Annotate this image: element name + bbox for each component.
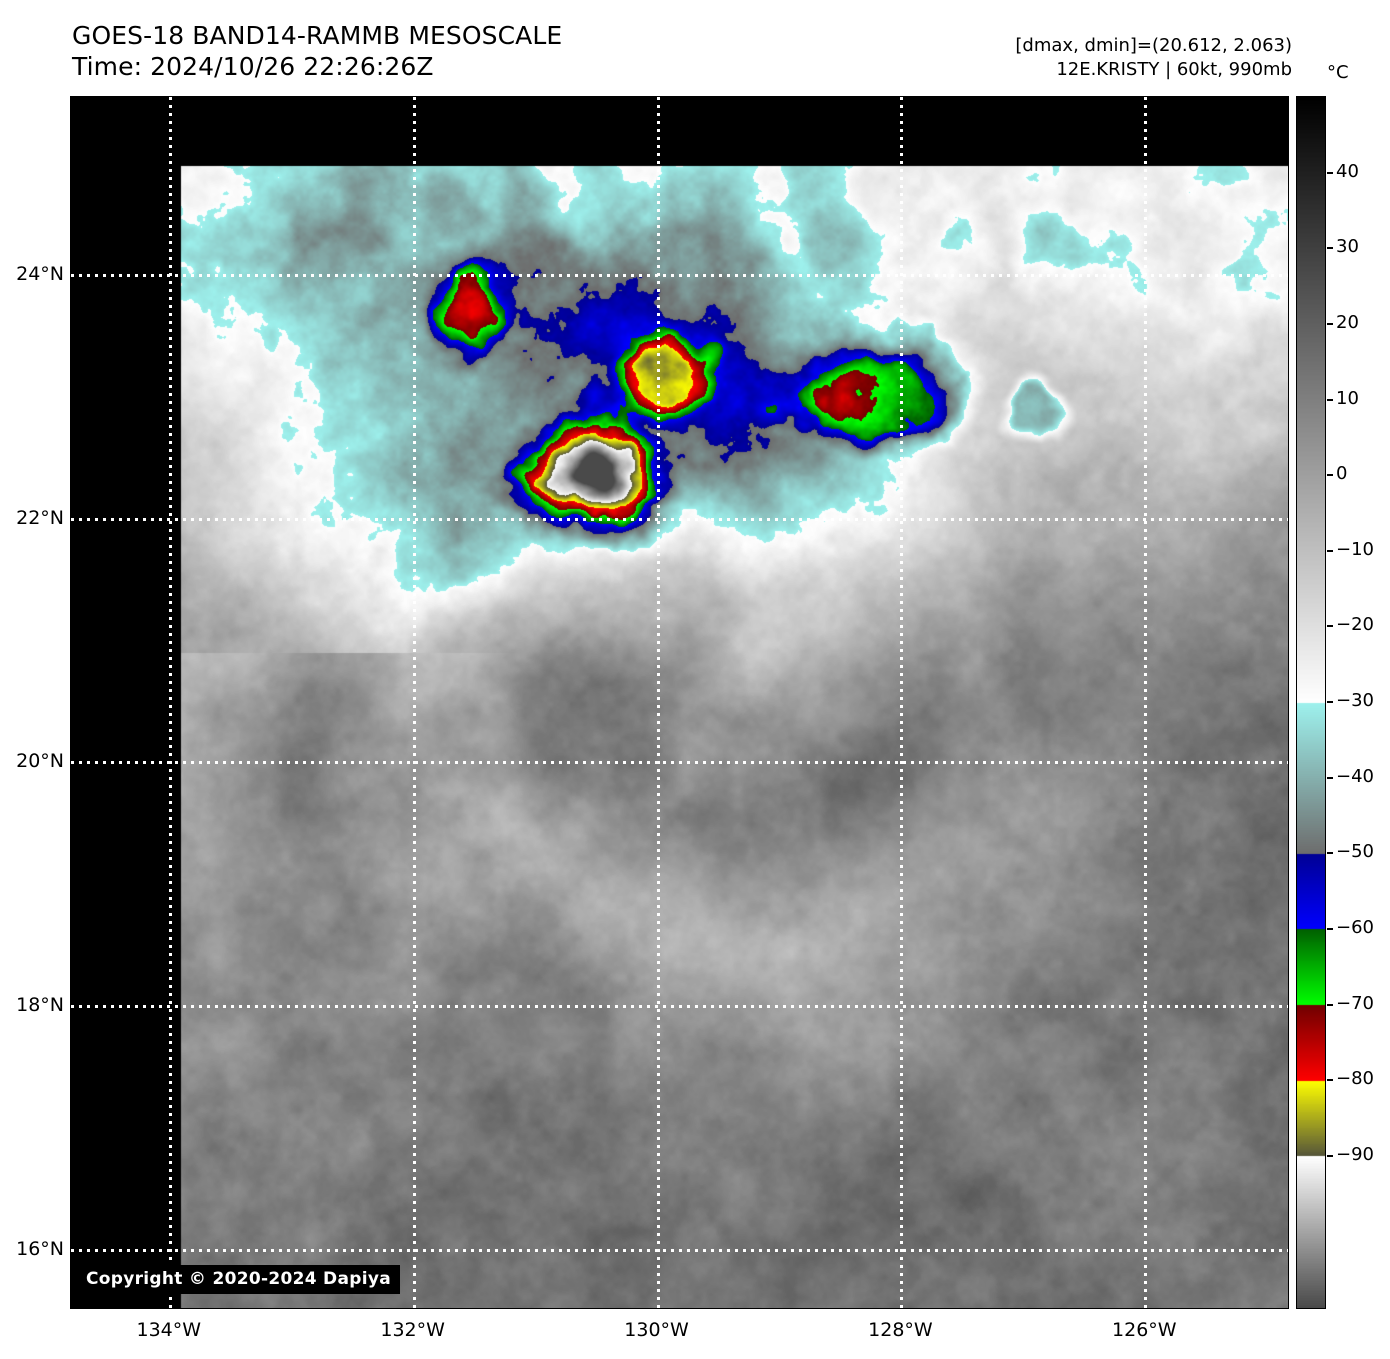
- colorbar-tick-label: 30: [1336, 236, 1359, 258]
- metadata-block: [dmax, dmin]=(20.612, 2.063) 12E.KRISTY …: [1015, 34, 1292, 82]
- colorbar-tick-label: 20: [1336, 311, 1359, 333]
- colorbar-tick: [1327, 1079, 1333, 1082]
- colorbar-tick-label: −90: [1336, 1143, 1374, 1165]
- colorbar-tick: [1327, 171, 1333, 174]
- colorbar-tick-label: 40: [1336, 160, 1359, 182]
- storm-info-text: 12E.KRISTY | 60kt, 990mb: [1056, 59, 1292, 80]
- colorbar-tick-label: −70: [1336, 992, 1374, 1014]
- colorbar-tick: [1327, 1154, 1333, 1157]
- lat-tick-label: 20°N: [16, 750, 64, 773]
- lat-tick-label: 22°N: [16, 506, 64, 529]
- colorbar-tick-label: −60: [1336, 916, 1374, 938]
- colorbar-tick: [1327, 776, 1333, 779]
- gridline-lon-3: [900, 97, 904, 1308]
- gridline-lat-3: [71, 1004, 1288, 1008]
- page-title: GOES-18 BAND14-RAMMB MESOSCALE: [72, 21, 563, 50]
- lon-tick-label: 132°W: [380, 1319, 445, 1341]
- gridline-lon-0: [168, 97, 172, 1308]
- copyright-watermark: Copyright © 2020-2024 Dapiya: [77, 1265, 400, 1294]
- lon-tick-label: 134°W: [136, 1319, 202, 1341]
- satellite-map-plot[interactable]: Copyright © 2020-2024 Dapiya: [70, 96, 1289, 1309]
- gridline-lon-1: [412, 97, 416, 1308]
- temperature-colorbar: [1296, 96, 1326, 1309]
- timestamp-line: Time: 2024/10/26 22:26:26Z: [72, 52, 434, 81]
- colorbar-tick-label: −40: [1336, 765, 1374, 787]
- colorbar-tick-label: 0: [1336, 463, 1348, 485]
- gridline-lon-2: [656, 97, 660, 1308]
- title-block: GOES-18 BAND14-RAMMB MESOSCALE Time: 202…: [72, 20, 562, 82]
- colorbar-tick: [1327, 852, 1333, 855]
- colorbar-tick-label: 10: [1336, 387, 1359, 409]
- lon-tick-label: 130°W: [624, 1319, 689, 1341]
- colorbar-tick-label: −30: [1336, 690, 1374, 711]
- colorbar-tick: [1327, 549, 1333, 552]
- colorbar-tick: [1327, 927, 1333, 930]
- gridline-lon-4: [1144, 97, 1148, 1308]
- lon-tick-label: 126°W: [1112, 1319, 1177, 1341]
- colorbar-tick: [1327, 625, 1333, 628]
- colorbar-tick: [1327, 322, 1333, 325]
- colorbar-tick-label: −20: [1336, 614, 1374, 636]
- colorbar-tick: [1327, 1003, 1333, 1006]
- colorbar-tick: [1327, 247, 1333, 250]
- colorbar-tick: [1327, 398, 1333, 401]
- lat-tick-label: 18°N: [16, 993, 64, 1016]
- lat-tick-label: 24°N: [16, 262, 64, 285]
- gridline-lat-4: [71, 1248, 1288, 1252]
- colorbar-tick-label: −50: [1336, 841, 1374, 863]
- colorbar-unit-label: °C: [1327, 62, 1349, 83]
- lat-tick-label: 16°N: [16, 1237, 64, 1260]
- infrared-satellite-image: [71, 97, 1288, 1308]
- colorbar-tick: [1327, 701, 1333, 703]
- gridline-lat-1: [71, 517, 1288, 521]
- dminmax-text: [dmax, dmin]=(20.612, 2.063): [1015, 35, 1292, 56]
- colorbar-tick-label: −80: [1336, 1068, 1374, 1090]
- colorbar-gradient: [1297, 97, 1325, 1308]
- gridline-lat-0: [71, 273, 1288, 277]
- colorbar-tick-label: −10: [1336, 538, 1374, 560]
- lon-tick-label: 128°W: [868, 1319, 933, 1341]
- gridline-lat-2: [71, 761, 1288, 765]
- colorbar-tick: [1327, 474, 1333, 477]
